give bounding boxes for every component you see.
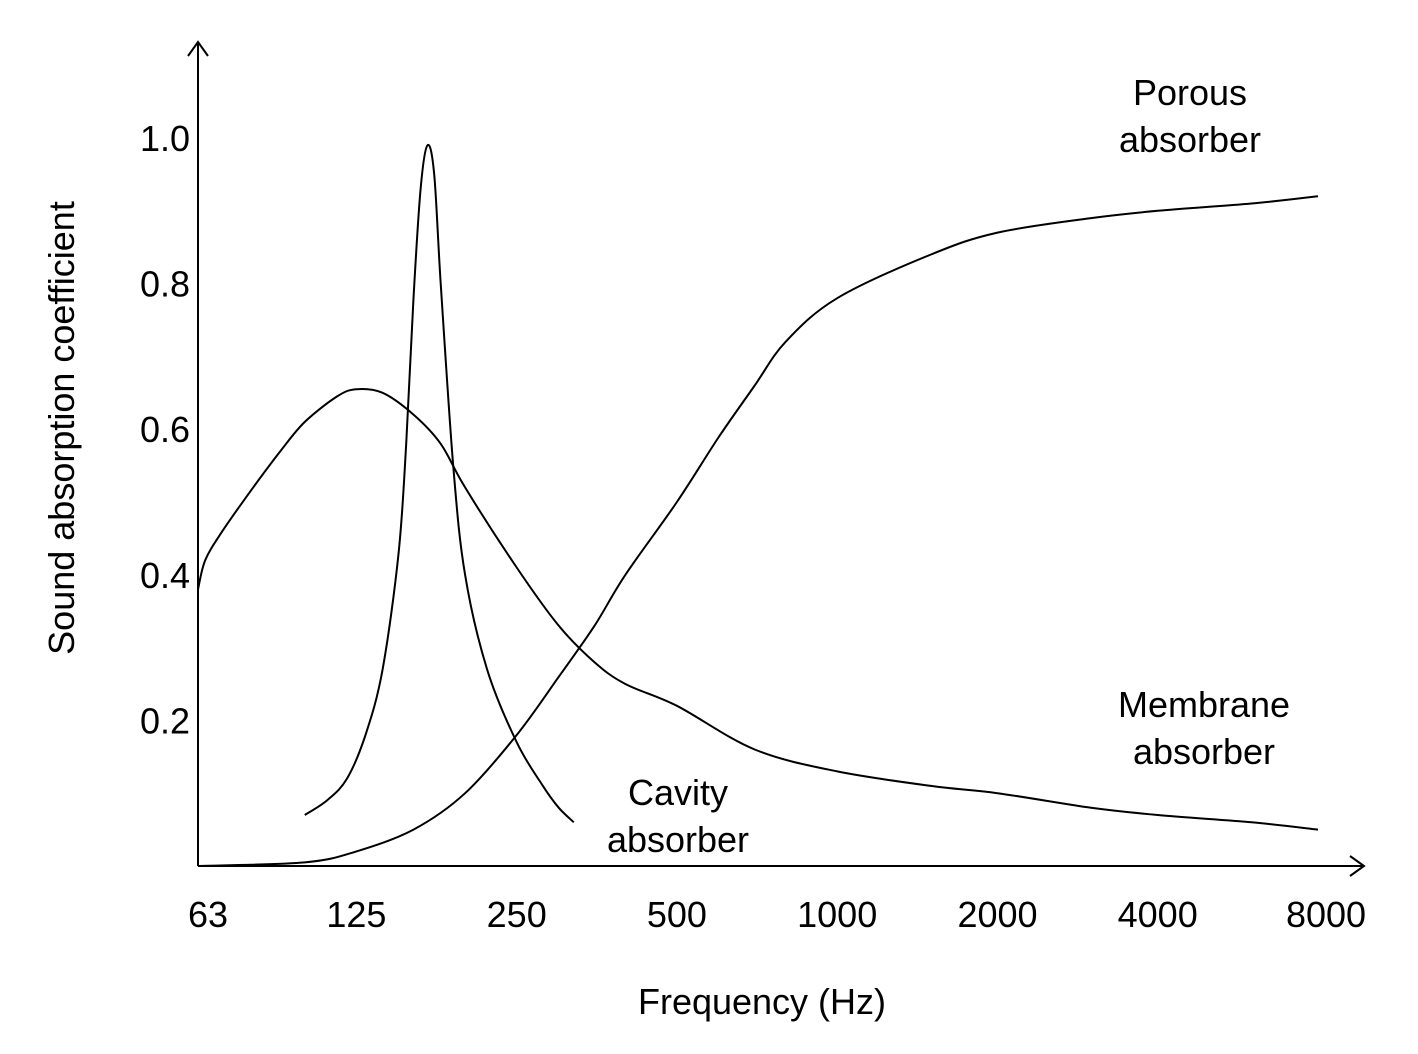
axes [187,40,1366,877]
y-tick-label-0.2: 0.2 [140,700,190,741]
x-tick-labels: 63 125 250 500 1000 2000 4000 8000 [188,894,1366,935]
x-axis-title: Frequency (Hz) [638,981,886,1022]
y-tick-labels: 0.2 0.4 0.6 0.8 1.0 [140,118,190,741]
x-tick-label-4000: 4000 [1118,894,1198,935]
x-tick-label-8000: 8000 [1286,894,1366,935]
x-tick-label-1000: 1000 [797,894,877,935]
x-tick-label-125: 125 [326,894,386,935]
series-line-porous-absorber [197,195,1319,867]
y-tick-label-1.0: 1.0 [140,118,190,159]
x-tick-label-63: 63 [188,894,228,935]
series-lines [197,143,1319,867]
y-tick-label-0.6: 0.6 [140,409,190,450]
x-axis-arrow [1349,855,1366,877]
series-label-cavity-absorber: Cavity absorber [607,772,749,860]
y-axis-arrow [187,40,209,57]
x-tick-label-250: 250 [487,894,547,935]
x-tick-label-2000: 2000 [957,894,1037,935]
series-line-membrane-absorber [197,387,1319,831]
y-axis-title: Sound absorption coefficient [41,201,82,655]
series-labels: Membrane absorber Cavity absorber Porous abso… [607,72,1290,860]
series-line-cavity-absorber [304,143,575,824]
y-tick-label-0.4: 0.4 [140,555,190,596]
series-label-membrane-absorber: Membrane absorber [1118,684,1290,772]
y-tick-label-0.8: 0.8 [140,264,190,305]
series-label-porous-absorber: Porous absorber [1119,72,1261,160]
x-tick-label-500: 500 [647,894,707,935]
